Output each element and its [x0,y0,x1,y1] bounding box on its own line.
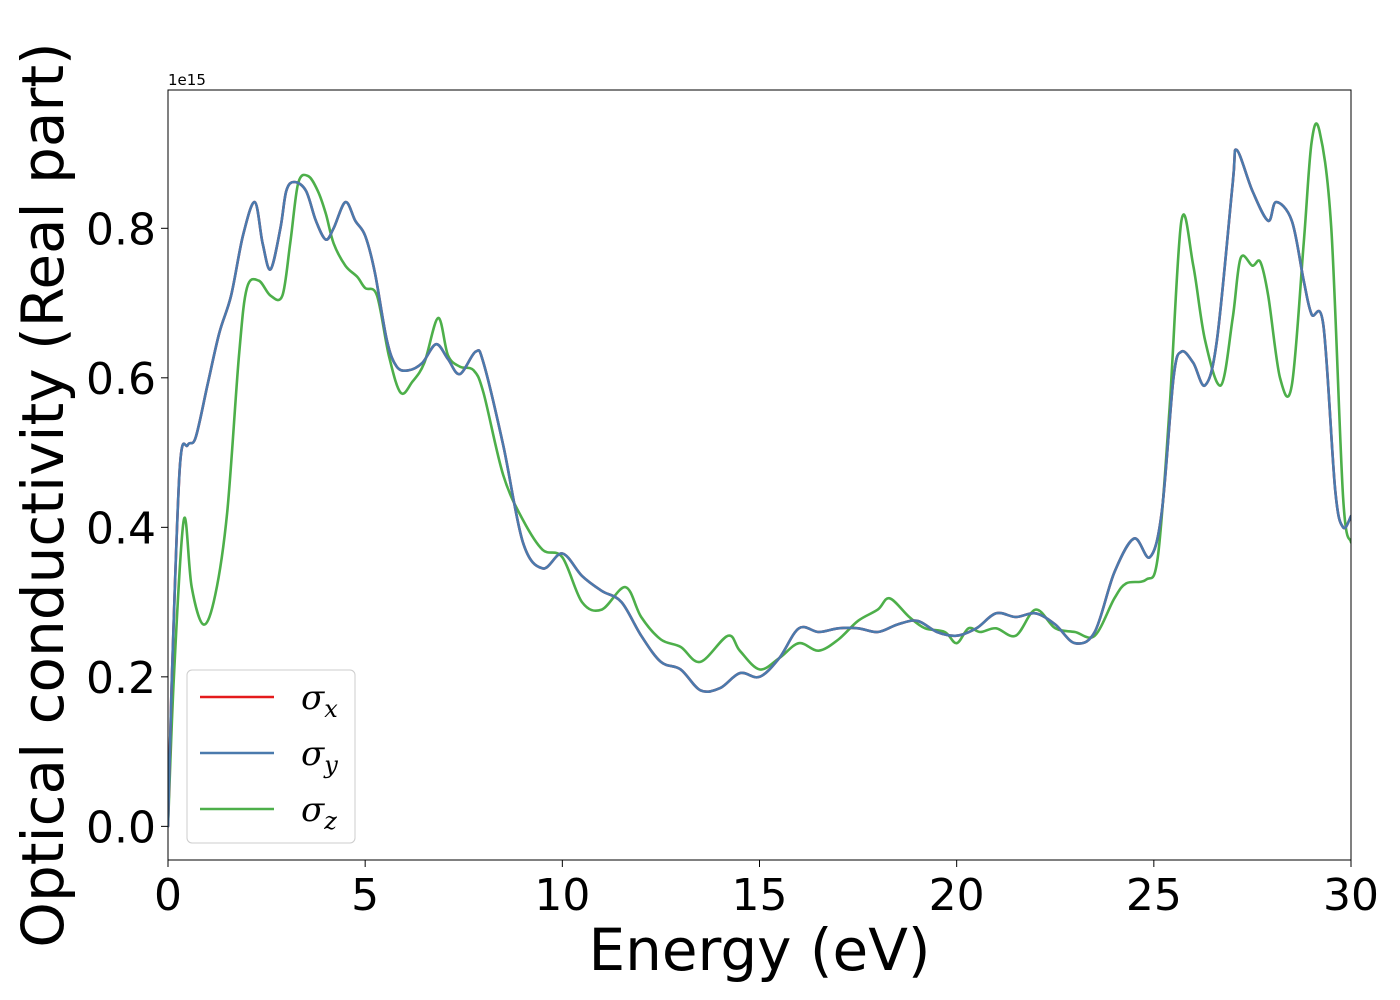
plot-area [167,89,1352,861]
x-tick-label: 0 [154,870,182,921]
y-axis: 0.0 0.2 0.4 0.6 0.8 [86,204,168,853]
legend-box [186,669,356,844]
legend: σx σy σz [186,669,356,844]
series-layer [168,122,1351,828]
y-tick-label: 0.4 [86,503,156,554]
x-axis-title: Energy (eV) [588,916,930,984]
x-tick-label: 30 [1323,870,1379,921]
legend-label: σy [301,734,338,779]
legend-label: σx [301,678,338,723]
x-tick-label: 25 [1126,870,1182,921]
y-tick-label: 0.0 [86,802,156,853]
x-tick-label: 5 [351,870,379,921]
x-tick-label: 10 [534,870,590,921]
y-tick-label: 0.2 [86,653,156,704]
y-axis-title: Optical conductivity (Real part) [9,42,77,947]
legend-item-z: σz [200,790,337,835]
series-line-y [168,148,1351,828]
legend-label: σz [301,790,337,835]
y-tick-label: 0.6 [86,354,156,405]
y-offset-text: 1e15 [168,71,206,89]
x-tick-label: 15 [732,870,788,921]
y-tick-label: 0.8 [86,204,156,255]
legend-item-y: σy [200,734,338,779]
legend-item-x: σx [200,678,338,723]
plot-background [168,90,1351,860]
x-axis: 0 5 10 15 20 25 30 [154,860,1379,921]
x-tick-label: 20 [929,870,985,921]
